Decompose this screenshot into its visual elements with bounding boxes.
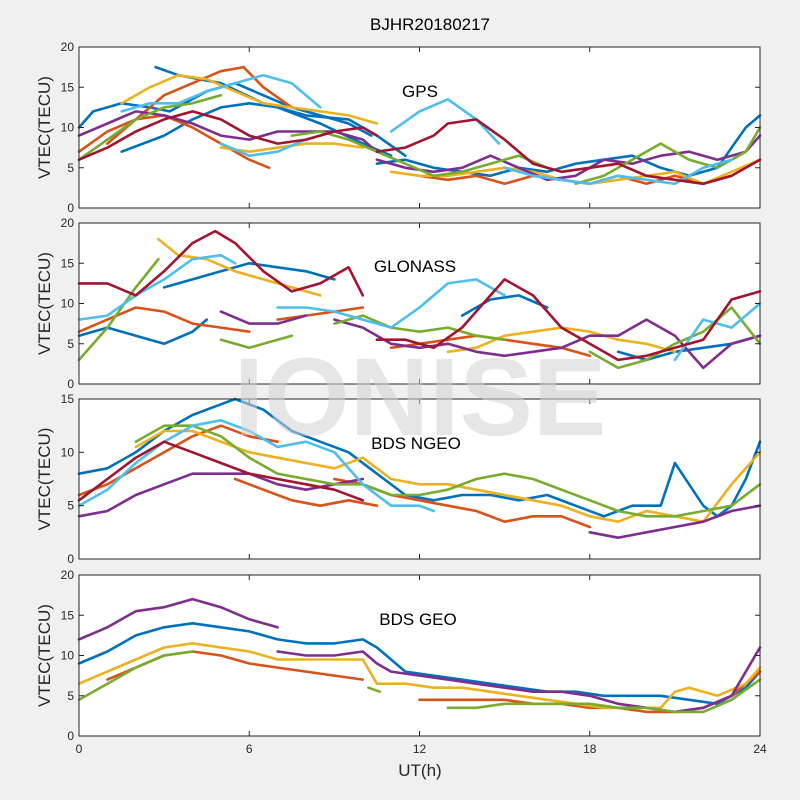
series-line-19	[375, 278, 762, 362]
series-line-11	[77, 257, 160, 362]
series-line-17	[673, 302, 762, 362]
series-line-20	[375, 118, 762, 186]
panel-1: 0 5 10 15 20 VTEC(TECU) GLONASS	[35, 216, 762, 391]
x-tick-label: 18	[583, 742, 597, 756]
series-line-12	[219, 334, 294, 350]
series-line-9	[219, 310, 308, 325]
series-line-8	[446, 678, 762, 714]
panel-title: GPS	[402, 82, 438, 101]
series-line-14	[588, 306, 762, 370]
series-line-11	[375, 134, 762, 182]
series-group	[77, 597, 762, 714]
series-line-7	[134, 424, 762, 518]
y-tick-label: 10	[61, 121, 75, 135]
panel-0: 0 5 10 15 20 VTEC(TECU) GPS	[35, 40, 762, 215]
series-line-14	[574, 126, 762, 186]
series-line-7	[120, 73, 379, 125]
panel-title: GLONASS	[374, 257, 456, 276]
series-line-15	[77, 253, 237, 321]
y-axis-label: VTEC(TECU)	[35, 252, 54, 355]
x-tick-label: 24	[753, 742, 767, 756]
panel-2: 0 5 10 15 VTEC(TECU) BDS NGEO	[35, 392, 762, 566]
y-tick-label: 15	[61, 80, 75, 94]
y-tick-label: 20	[61, 216, 75, 230]
x-tick-label: 0	[76, 742, 83, 756]
panel-title: BDS GEO	[379, 610, 456, 629]
series-line-5	[276, 306, 365, 321]
series-line-18	[77, 229, 365, 297]
plot-area	[79, 47, 760, 208]
series-line-4	[134, 429, 762, 524]
series-line-18	[503, 158, 733, 186]
y-tick-label: 15	[61, 608, 75, 622]
y-tick-label: 0	[67, 377, 74, 391]
series-line-1	[77, 424, 279, 497]
series-group	[77, 397, 762, 540]
series-line-16	[276, 278, 506, 329]
series-line-0	[77, 397, 762, 518]
y-tick-label: 0	[67, 201, 74, 215]
series-line-7	[367, 686, 382, 694]
y-tick-label: 0	[67, 552, 74, 566]
series-line-1	[162, 261, 336, 289]
y-axis-label: VTEC(TECU)	[35, 76, 54, 179]
series-line-4	[77, 114, 271, 170]
series-line-15	[120, 73, 322, 113]
y-axis-label: VTEC(TECU)	[35, 428, 54, 531]
series-line-17	[389, 98, 501, 145]
series-line-5	[77, 472, 365, 518]
y-tick-label: 10	[61, 445, 75, 459]
series-line-6	[588, 504, 762, 540]
y-tick-label: 5	[67, 161, 74, 175]
x-axis-label: UT(h)	[398, 761, 441, 780]
x-tick-label: 12	[413, 742, 427, 756]
y-tick-label: 5	[67, 499, 74, 513]
series-group	[77, 65, 762, 186]
series-line-0	[77, 621, 762, 706]
series-line-2	[375, 114, 762, 178]
y-tick-label: 15	[61, 392, 75, 406]
plot-area	[79, 575, 760, 736]
y-tick-label: 20	[61, 568, 75, 582]
panel-3: 0 6 12 18 24 0 5 10 15 20 VTEC(TECU) BDS GEO	[35, 568, 767, 756]
series-line-7	[157, 237, 322, 297]
series-line-10	[333, 318, 762, 370]
series-line-19	[77, 110, 379, 161]
series-line-13	[290, 130, 549, 178]
series-group	[77, 229, 762, 370]
y-tick-label: 10	[61, 649, 75, 663]
series-line-4	[77, 597, 279, 641]
y-tick-label: 10	[61, 297, 75, 311]
series-line-8	[77, 418, 436, 513]
y-tick-label: 0	[67, 729, 74, 743]
plot-area	[79, 223, 760, 384]
series-line-12	[77, 94, 223, 161]
x-tick-label: 6	[246, 742, 253, 756]
y-tick-label: 20	[61, 40, 75, 54]
series-line-10	[77, 110, 379, 153]
series-line-9	[77, 440, 365, 502]
series-line-13	[333, 314, 506, 342]
figure-title: BJHR20180217	[370, 15, 490, 34]
series-line-0	[77, 318, 208, 346]
watermark: IONISE	[234, 336, 607, 459]
series-line-2	[460, 294, 549, 317]
y-tick-label: 5	[67, 337, 74, 351]
y-axis-label: VTEC(TECU)	[35, 604, 54, 707]
panel-title: BDS NGEO	[371, 434, 461, 453]
series-line-2	[233, 477, 379, 508]
series-line-5	[106, 65, 294, 145]
y-tick-label: 5	[67, 689, 74, 703]
series-line-6	[77, 650, 194, 702]
series-line-3	[77, 642, 762, 710]
y-tick-label: 15	[61, 256, 75, 270]
series-line-4	[77, 306, 251, 334]
